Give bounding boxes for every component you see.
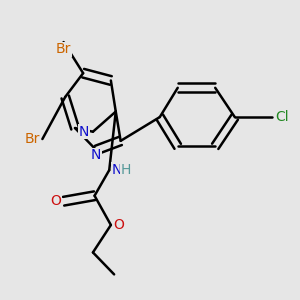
Text: N: N <box>79 125 89 139</box>
Text: Cl: Cl <box>275 110 289 124</box>
Text: Br: Br <box>56 42 71 56</box>
Text: N: N <box>112 163 122 177</box>
Text: N: N <box>91 148 101 163</box>
Text: H: H <box>121 163 131 177</box>
Text: O: O <box>113 218 124 232</box>
Text: Br: Br <box>24 132 40 146</box>
Text: O: O <box>50 194 61 208</box>
